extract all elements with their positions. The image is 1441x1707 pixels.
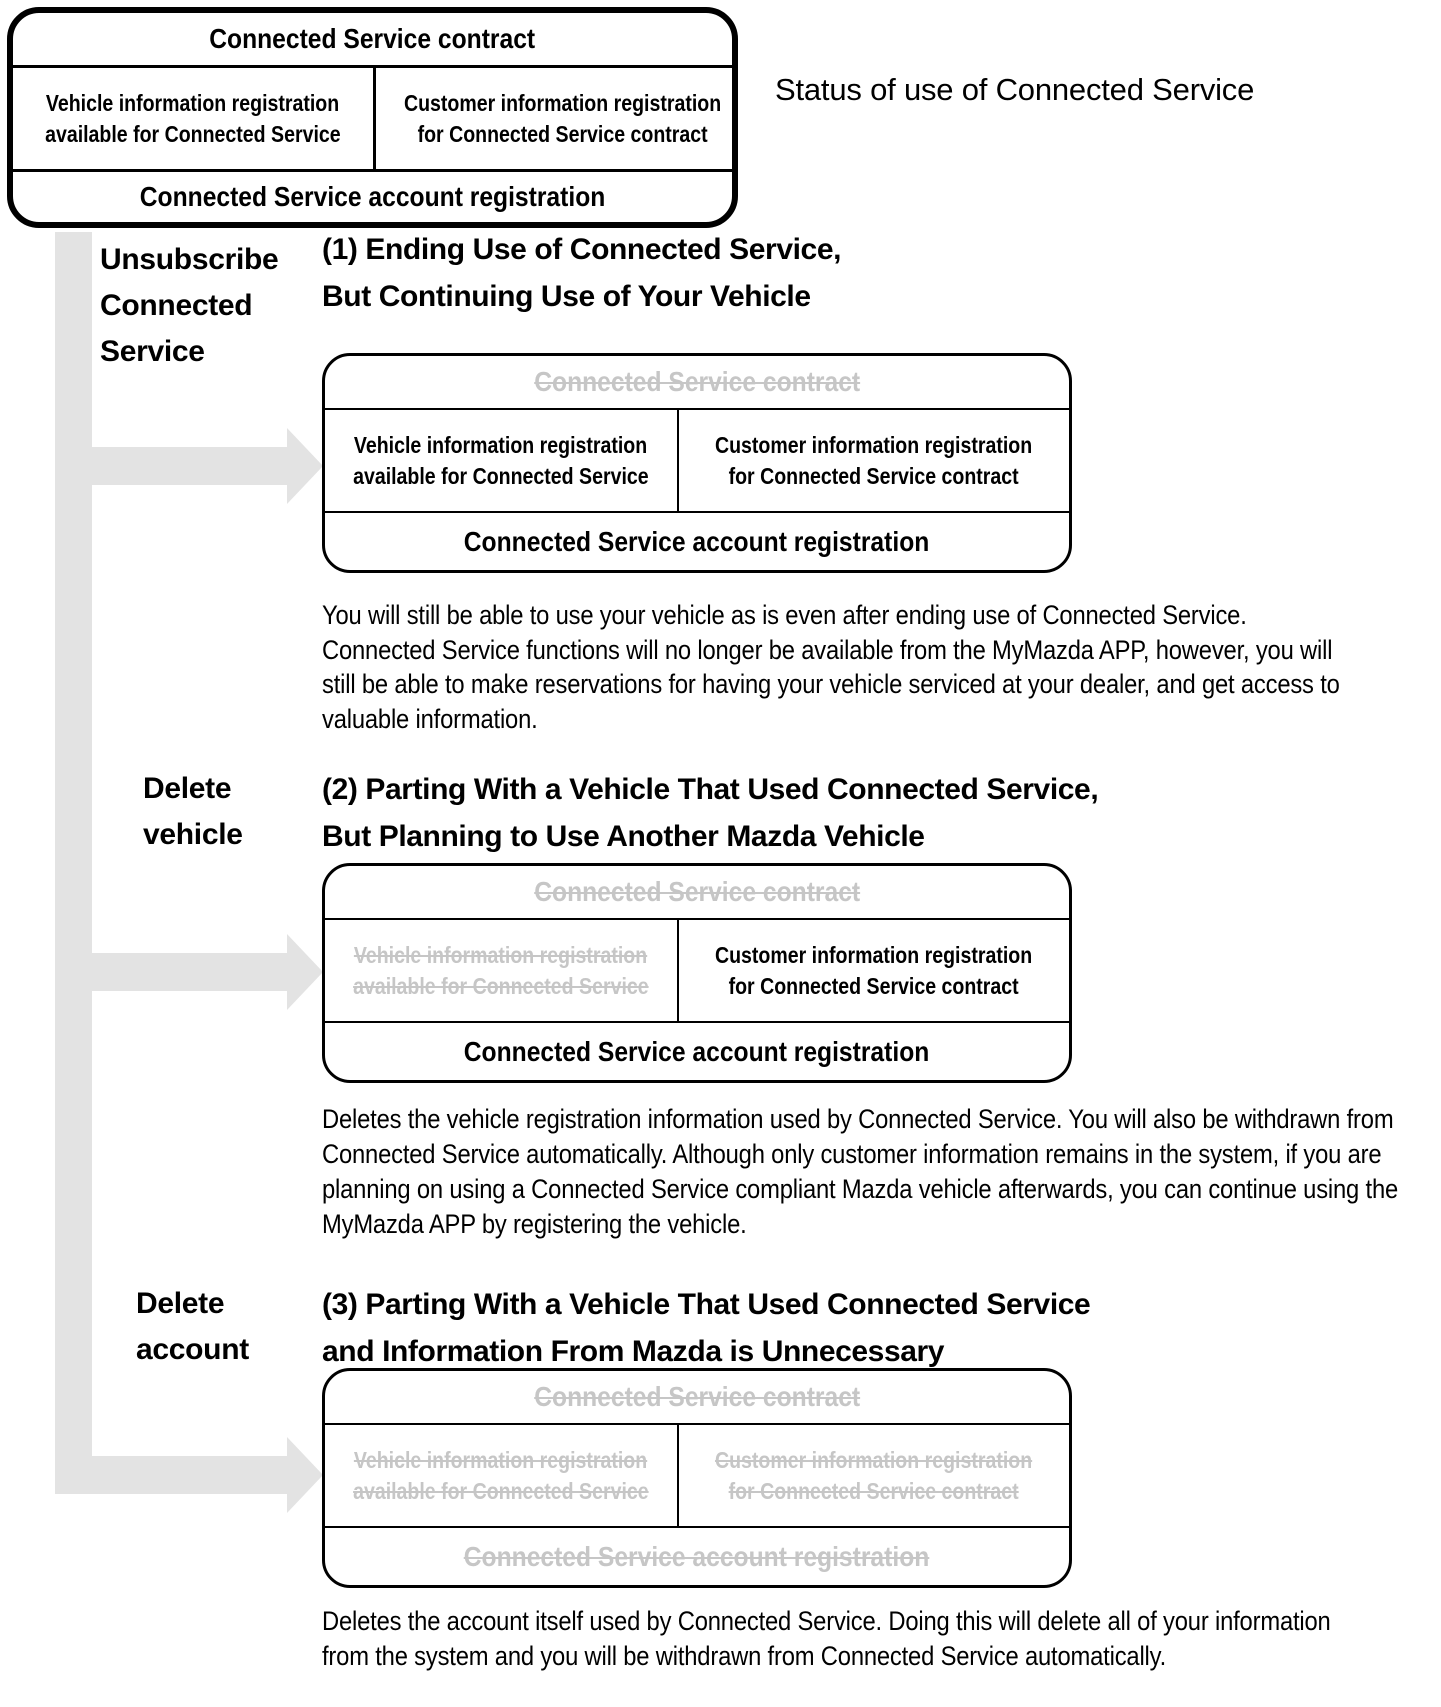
divider [325,1423,1069,1425]
section-2-description: Deletes the vehicle registration informa… [322,1104,1399,1239]
flow-arrow-3-head [287,1437,323,1513]
customer-info-line-1: Customer information registration [715,431,1033,458]
heading-line: (1) Ending Use of Connected Service, [322,233,842,266]
vehicle-info-line-2: available for Connected Service [353,462,649,489]
divider [325,1526,1069,1528]
side-label-line: vehicle [143,818,243,851]
section-1-description: You will still be able to use your vehic… [322,600,1340,734]
side-label-line: account [136,1333,249,1366]
vehicle-info-line-1: Vehicle information registration [354,431,648,458]
customer-info-line-1: Customer information registration [403,89,722,116]
contract-title-row: Connected Service contract [325,866,1069,918]
flow-arrow-2-bar [92,953,287,991]
contract-title-row: Connected Service contract [325,1371,1069,1423]
contract-title-text: Connected Service contract [209,23,536,54]
vehicle-info-cell: Vehicle information registration availab… [325,410,677,511]
section-2-heading: (2) Parting With a Vehicle That Used Con… [322,766,1099,860]
status-of-use-label: Status of use of Connected Service [775,72,1255,107]
contract-title-row: Connected Service contract [325,356,1069,408]
customer-info-cell: Customer information registration for Co… [376,68,732,169]
account-registration-row: Connected Service account registration [325,1023,1069,1080]
flow-arrow-1-bar [92,447,287,485]
section-1-heading: (1) Ending Use of Connected Service, But… [322,226,841,320]
account-registration-row: Connected Service account registration [13,172,732,222]
heading-line: and Information From Mazda is Unnecessar… [322,1335,945,1368]
flow-arrow-3-bar [92,1456,287,1494]
account-registration-text-struck: Connected Service account registration [464,1540,930,1572]
customer-info-line-1-struck: Customer information registration [715,1446,1033,1473]
contract-title-text-struck: Connected Service contract [534,366,860,397]
status-box-delete-vehicle: Connected Service contract Vehicle infor… [322,863,1072,1083]
divider [13,65,732,68]
vehicle-info-cell: Vehicle information registration availab… [325,1425,677,1526]
divider [373,68,376,169]
vehicle-info-line-2-struck: available for Connected Service [353,1477,649,1504]
customer-info-line-2: for Connected Service contract [417,120,708,147]
account-registration-row: Connected Service account registration [325,513,1069,570]
divider [677,410,679,511]
side-label-line: Unsubscribe [100,243,279,276]
heading-line: But Planning to Use Another Mazda Vehicl… [322,820,925,853]
vehicle-info-line-1-struck: Vehicle information registration [354,941,648,968]
contract-title-text-struck: Connected Service contract [534,876,860,907]
customer-info-cell: Customer information registration for Co… [679,410,1069,511]
section-3-heading: (3) Parting With a Vehicle That Used Con… [322,1281,1091,1375]
account-registration-text: Connected Service account registration [464,525,930,557]
account-registration-text: Connected Service account registration [139,181,606,212]
divider [13,169,732,172]
vehicle-info-line-1-struck: Vehicle information registration [354,1446,648,1473]
vehicle-info-cell: Vehicle information registration availab… [325,920,677,1021]
status-box-delete-account: Connected Service contract Vehicle infor… [322,1368,1072,1588]
vehicle-info-line-2: available for Connected Service [45,120,341,147]
flow-connector-vertical-bar [55,232,92,1494]
heading-line: (3) Parting With a Vehicle That Used Con… [322,1288,1091,1321]
customer-info-cell: Customer information registration for Co… [679,920,1069,1021]
status-box-unsubscribe: Connected Service contract Vehicle infor… [322,353,1072,573]
divider [677,920,679,1021]
heading-line: (2) Parting With a Vehicle That Used Con… [322,773,1099,806]
customer-info-line-1: Customer information registration [715,941,1033,968]
divider [325,1021,1069,1023]
side-label-line: Connected [100,289,253,322]
customer-info-line-2: for Connected Service contract [728,462,1020,489]
side-label-unsubscribe: Unsubscribe Connected Service [100,237,279,375]
customer-info-cell: Customer information registration for Co… [679,1425,1069,1526]
side-label-line: Service [100,335,205,368]
account-registration-row: Connected Service account registration [325,1528,1069,1585]
section-3-description: Deletes the account itself used by Conne… [322,1606,1331,1671]
side-label-delete-vehicle: Delete vehicle [143,766,243,858]
current-status-box: Connected Service contract Vehicle infor… [7,7,738,228]
account-registration-text: Connected Service account registration [464,1035,930,1067]
vehicle-info-line-2-struck: available for Connected Service [353,972,649,999]
flow-arrow-2-head [287,934,323,1010]
side-label-line: Delete [143,772,232,805]
divider [325,408,1069,410]
divider [325,511,1069,513]
divider [677,1425,679,1526]
divider [325,918,1069,920]
side-label-delete-account: Delete account [136,1281,249,1373]
contract-title-row: Connected Service contract [13,13,732,65]
customer-info-line-2: for Connected Service contract [728,972,1020,999]
vehicle-info-line-1: Vehicle information registration [46,89,340,116]
customer-info-line-2-struck: for Connected Service contract [728,1477,1020,1504]
heading-line: But Continuing Use of Your Vehicle [322,280,811,313]
flow-arrow-1-head [287,428,323,504]
vehicle-info-cell: Vehicle information registration availab… [13,68,373,169]
contract-title-text-struck: Connected Service contract [534,1381,860,1412]
side-label-line: Delete [136,1287,225,1320]
